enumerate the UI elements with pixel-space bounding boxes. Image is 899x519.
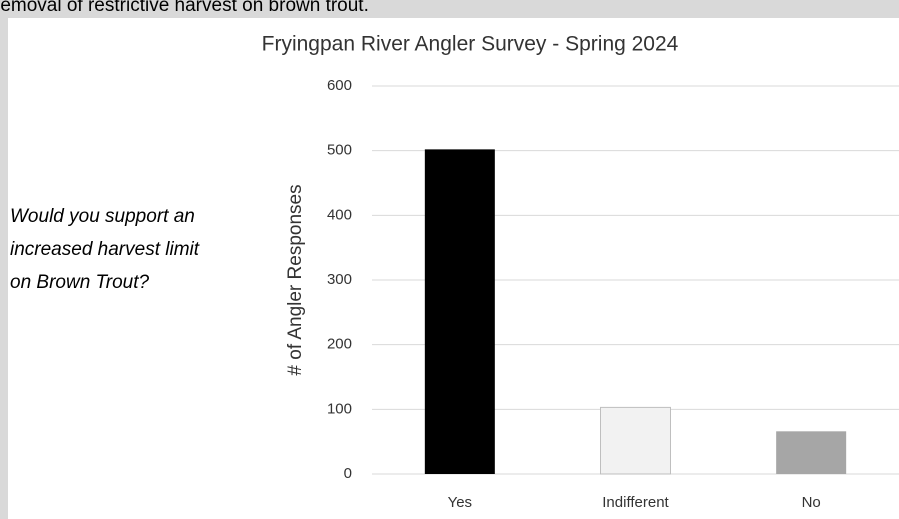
bar — [424, 149, 495, 474]
question-line: on Brown Trout? — [10, 272, 149, 293]
y-tick-label: 600 — [327, 77, 352, 94]
y-tick-label: 400 — [327, 206, 352, 223]
x-tick-label: Indifferent — [602, 494, 669, 511]
chart-title: Fryingpan River Angler Survey - Spring 2… — [262, 33, 679, 56]
y-tick-label: 0 — [344, 465, 352, 482]
caption: removal of restrictive harvest on brown … — [0, 0, 369, 16]
y-tick-label: 500 — [327, 142, 352, 159]
question-line: Would you support an — [10, 206, 195, 227]
x-tick-label: No — [802, 494, 821, 511]
y-tick-label: 200 — [327, 336, 352, 353]
y-axis-label: # of Angler Responses — [285, 184, 306, 375]
bar — [776, 431, 847, 474]
y-tick-label: 100 — [327, 400, 352, 417]
y-tick-label: 300 — [327, 271, 352, 288]
bar — [600, 406, 671, 475]
question-line: increased harvest limit — [10, 239, 200, 260]
x-tick-label: Yes — [448, 494, 472, 511]
